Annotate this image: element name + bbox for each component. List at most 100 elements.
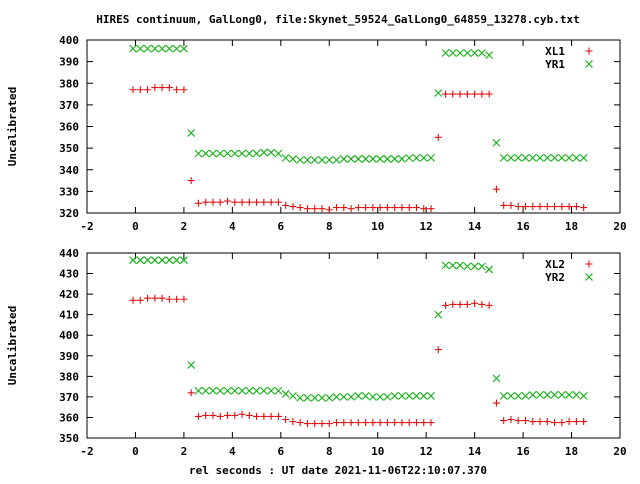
data-point	[441, 49, 450, 57]
data-point	[136, 44, 145, 53]
data-point	[194, 149, 203, 158]
data-point	[245, 411, 253, 419]
data-point	[492, 138, 501, 147]
data-point	[470, 262, 479, 271]
data-point	[448, 49, 457, 57]
data-point	[449, 90, 457, 98]
data-point	[507, 416, 515, 423]
data-point	[478, 262, 486, 271]
data-point	[259, 386, 268, 395]
data-point	[238, 410, 246, 418]
y-axis-label: Uncalibrated	[6, 87, 19, 166]
data-point	[398, 391, 406, 400]
data-point	[390, 391, 399, 400]
data-point	[282, 416, 290, 423]
data-point	[419, 153, 428, 162]
x-axis-label: rel seconds : UT date 2021-11-06T22:10:0…	[189, 464, 487, 477]
data-point	[565, 418, 573, 426]
x-tick-label: 14	[468, 445, 482, 458]
data-point	[202, 411, 210, 419]
x-tick-label: 6	[278, 220, 285, 233]
data-point	[565, 203, 573, 211]
data-point	[543, 390, 552, 399]
data-point	[543, 203, 551, 211]
data-point	[209, 411, 217, 419]
data-point	[274, 149, 283, 158]
y-tick-label: 320	[59, 207, 79, 220]
x-tick-label: 8	[326, 445, 333, 458]
data-point	[340, 204, 348, 212]
data-point	[557, 153, 566, 162]
data-point	[325, 156, 334, 164]
legend-label: YR2	[545, 271, 565, 284]
y-tick-label: 380	[59, 77, 79, 90]
data-point	[442, 301, 450, 309]
data-point	[339, 155, 348, 163]
data-point	[143, 44, 152, 53]
data-point	[478, 49, 486, 57]
x-tick-label: 4	[229, 220, 236, 233]
data-point	[129, 256, 137, 265]
chart-title: HIRES continuum, GalLong0, file:Skynet_5…	[96, 13, 579, 26]
data-point	[383, 155, 392, 163]
data-point	[267, 412, 275, 420]
data-point	[521, 153, 530, 162]
data-point	[303, 205, 311, 213]
data-point	[405, 204, 413, 212]
data-point	[332, 393, 341, 401]
data-point	[448, 261, 457, 270]
data-point	[333, 204, 341, 212]
data-point	[151, 294, 159, 302]
data-point	[499, 391, 508, 400]
data-point	[180, 295, 188, 303]
data-point	[572, 153, 581, 162]
data-point	[500, 417, 508, 425]
data-point	[310, 394, 319, 402]
data-point	[172, 44, 181, 53]
data-point	[230, 386, 239, 395]
data-point	[419, 391, 428, 400]
data-point	[296, 394, 305, 402]
data-point	[259, 148, 268, 157]
data-point	[332, 156, 341, 164]
data-point	[158, 294, 166, 302]
x-tick-label: 0	[132, 220, 139, 233]
data-point	[187, 129, 196, 137]
data-point	[442, 90, 450, 98]
data-point	[376, 419, 384, 427]
data-point	[245, 386, 254, 395]
data-point	[282, 201, 290, 209]
data-point	[158, 44, 166, 53]
y-axis-label: Uncalibrated	[6, 306, 19, 385]
data-point	[129, 86, 137, 94]
legend-label: XL1	[545, 45, 565, 58]
data-point	[165, 295, 173, 303]
data-point	[216, 412, 224, 420]
data-point	[485, 265, 494, 274]
data-point	[463, 300, 471, 308]
legend-marker	[585, 47, 593, 55]
data-point	[194, 199, 202, 207]
data-point	[238, 149, 246, 158]
data-point	[311, 205, 319, 213]
x-tick-label: 6	[278, 445, 285, 458]
data-point	[398, 204, 406, 212]
data-point	[434, 89, 443, 97]
data-point	[368, 155, 377, 163]
data-point	[463, 90, 471, 98]
x-tick-label: 16	[516, 445, 530, 458]
data-point	[427, 153, 435, 162]
y-tick-label: 340	[59, 164, 79, 177]
data-point	[471, 90, 479, 98]
data-point	[463, 49, 472, 57]
data-point	[223, 149, 232, 158]
data-point	[441, 261, 450, 270]
data-point	[536, 153, 544, 162]
data-point	[325, 420, 333, 428]
data-point	[492, 374, 501, 383]
data-point	[339, 393, 348, 401]
data-point	[238, 386, 246, 395]
data-point	[565, 153, 574, 162]
data-point	[318, 420, 326, 428]
data-point	[194, 386, 203, 395]
